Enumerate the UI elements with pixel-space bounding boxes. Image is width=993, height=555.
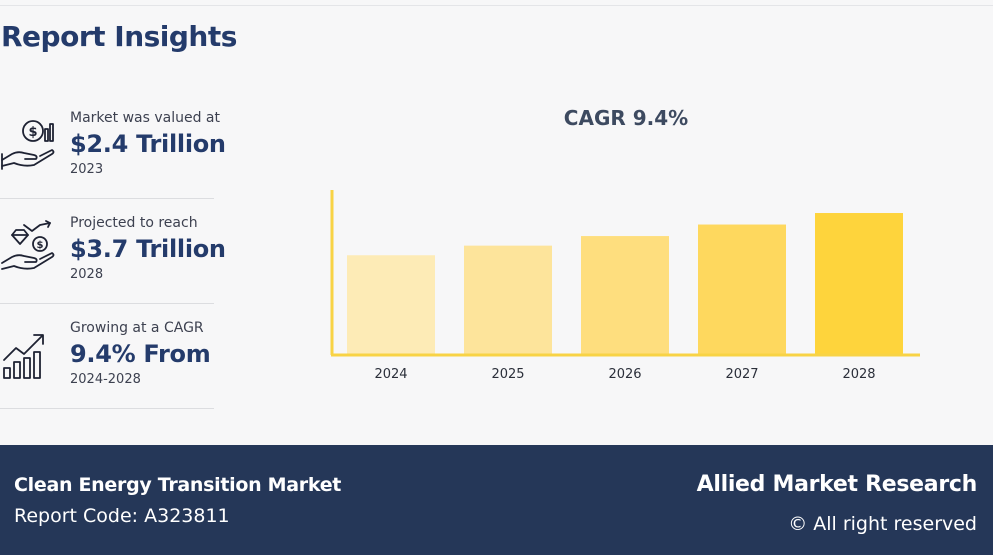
copyright-text: © All right reserved <box>788 513 977 535</box>
stat-cagr: Growing at a CAGR 9.4% From 2024-2028 <box>0 304 214 409</box>
stats-panel: $ Market was valued at $2.4 Trillion 202… <box>0 94 226 409</box>
report-code: Report Code: A323811 <box>14 505 230 527</box>
stat-text: Projected to reach $3.7 Trillion 2028 <box>70 215 240 282</box>
footer-bar: Clean Energy Transition Market Report Co… <box>0 445 993 555</box>
stat-caption: Growing at a CAGR <box>70 320 204 336</box>
bar-2024 <box>347 255 435 355</box>
svg-text:$: $ <box>28 125 37 140</box>
page-title: Report Insights <box>1 20 237 53</box>
diamond-growth-hand-icon: $ <box>1 220 55 270</box>
x-tick-label: 2028 <box>842 367 875 382</box>
stat-value: 9.4% From <box>70 340 211 368</box>
bar-2026 <box>581 236 669 355</box>
market-name: Clean Energy Transition Market <box>14 474 342 496</box>
growth-chart-icon <box>3 334 44 379</box>
stat-text: Growing at a CAGR 9.4% From 2024-2028 <box>70 320 240 387</box>
x-tick-label: 2027 <box>725 367 758 382</box>
stat-caption: Projected to reach <box>70 215 198 231</box>
bar-2028 <box>815 213 903 355</box>
x-tick-label: 2025 <box>491 367 524 382</box>
top-divider <box>0 5 993 6</box>
stat-text: Market was valued at $2.4 Trillion 2023 <box>70 110 240 177</box>
stat-caption: Market was valued at <box>70 110 220 126</box>
money-hand-icon: $ <box>1 120 55 170</box>
stat-market-value: $ Market was valued at $2.4 Trillion 202… <box>0 94 226 199</box>
x-tick-label: 2026 <box>608 367 641 382</box>
chart-title: CAGR 9.4% <box>563 106 689 130</box>
bar-2027 <box>698 224 786 355</box>
stat-projected-value: $ Projected to reach $3.7 Trillion 2028 <box>0 199 226 304</box>
svg-text:$: $ <box>37 240 44 251</box>
bar-chart: 2024 2025 2026 2027 2028 <box>330 190 920 382</box>
stat-period: 2024-2028 <box>70 372 141 387</box>
stat-year: 2028 <box>70 267 104 282</box>
stat-value: $2.4 Trillion <box>70 130 226 158</box>
stat-year: 2023 <box>70 162 104 177</box>
brand-name: Allied Market Research <box>696 472 978 497</box>
bar-2025 <box>464 245 552 355</box>
x-tick-label: 2024 <box>374 367 407 382</box>
stat-value: $3.7 Trillion <box>70 235 226 263</box>
